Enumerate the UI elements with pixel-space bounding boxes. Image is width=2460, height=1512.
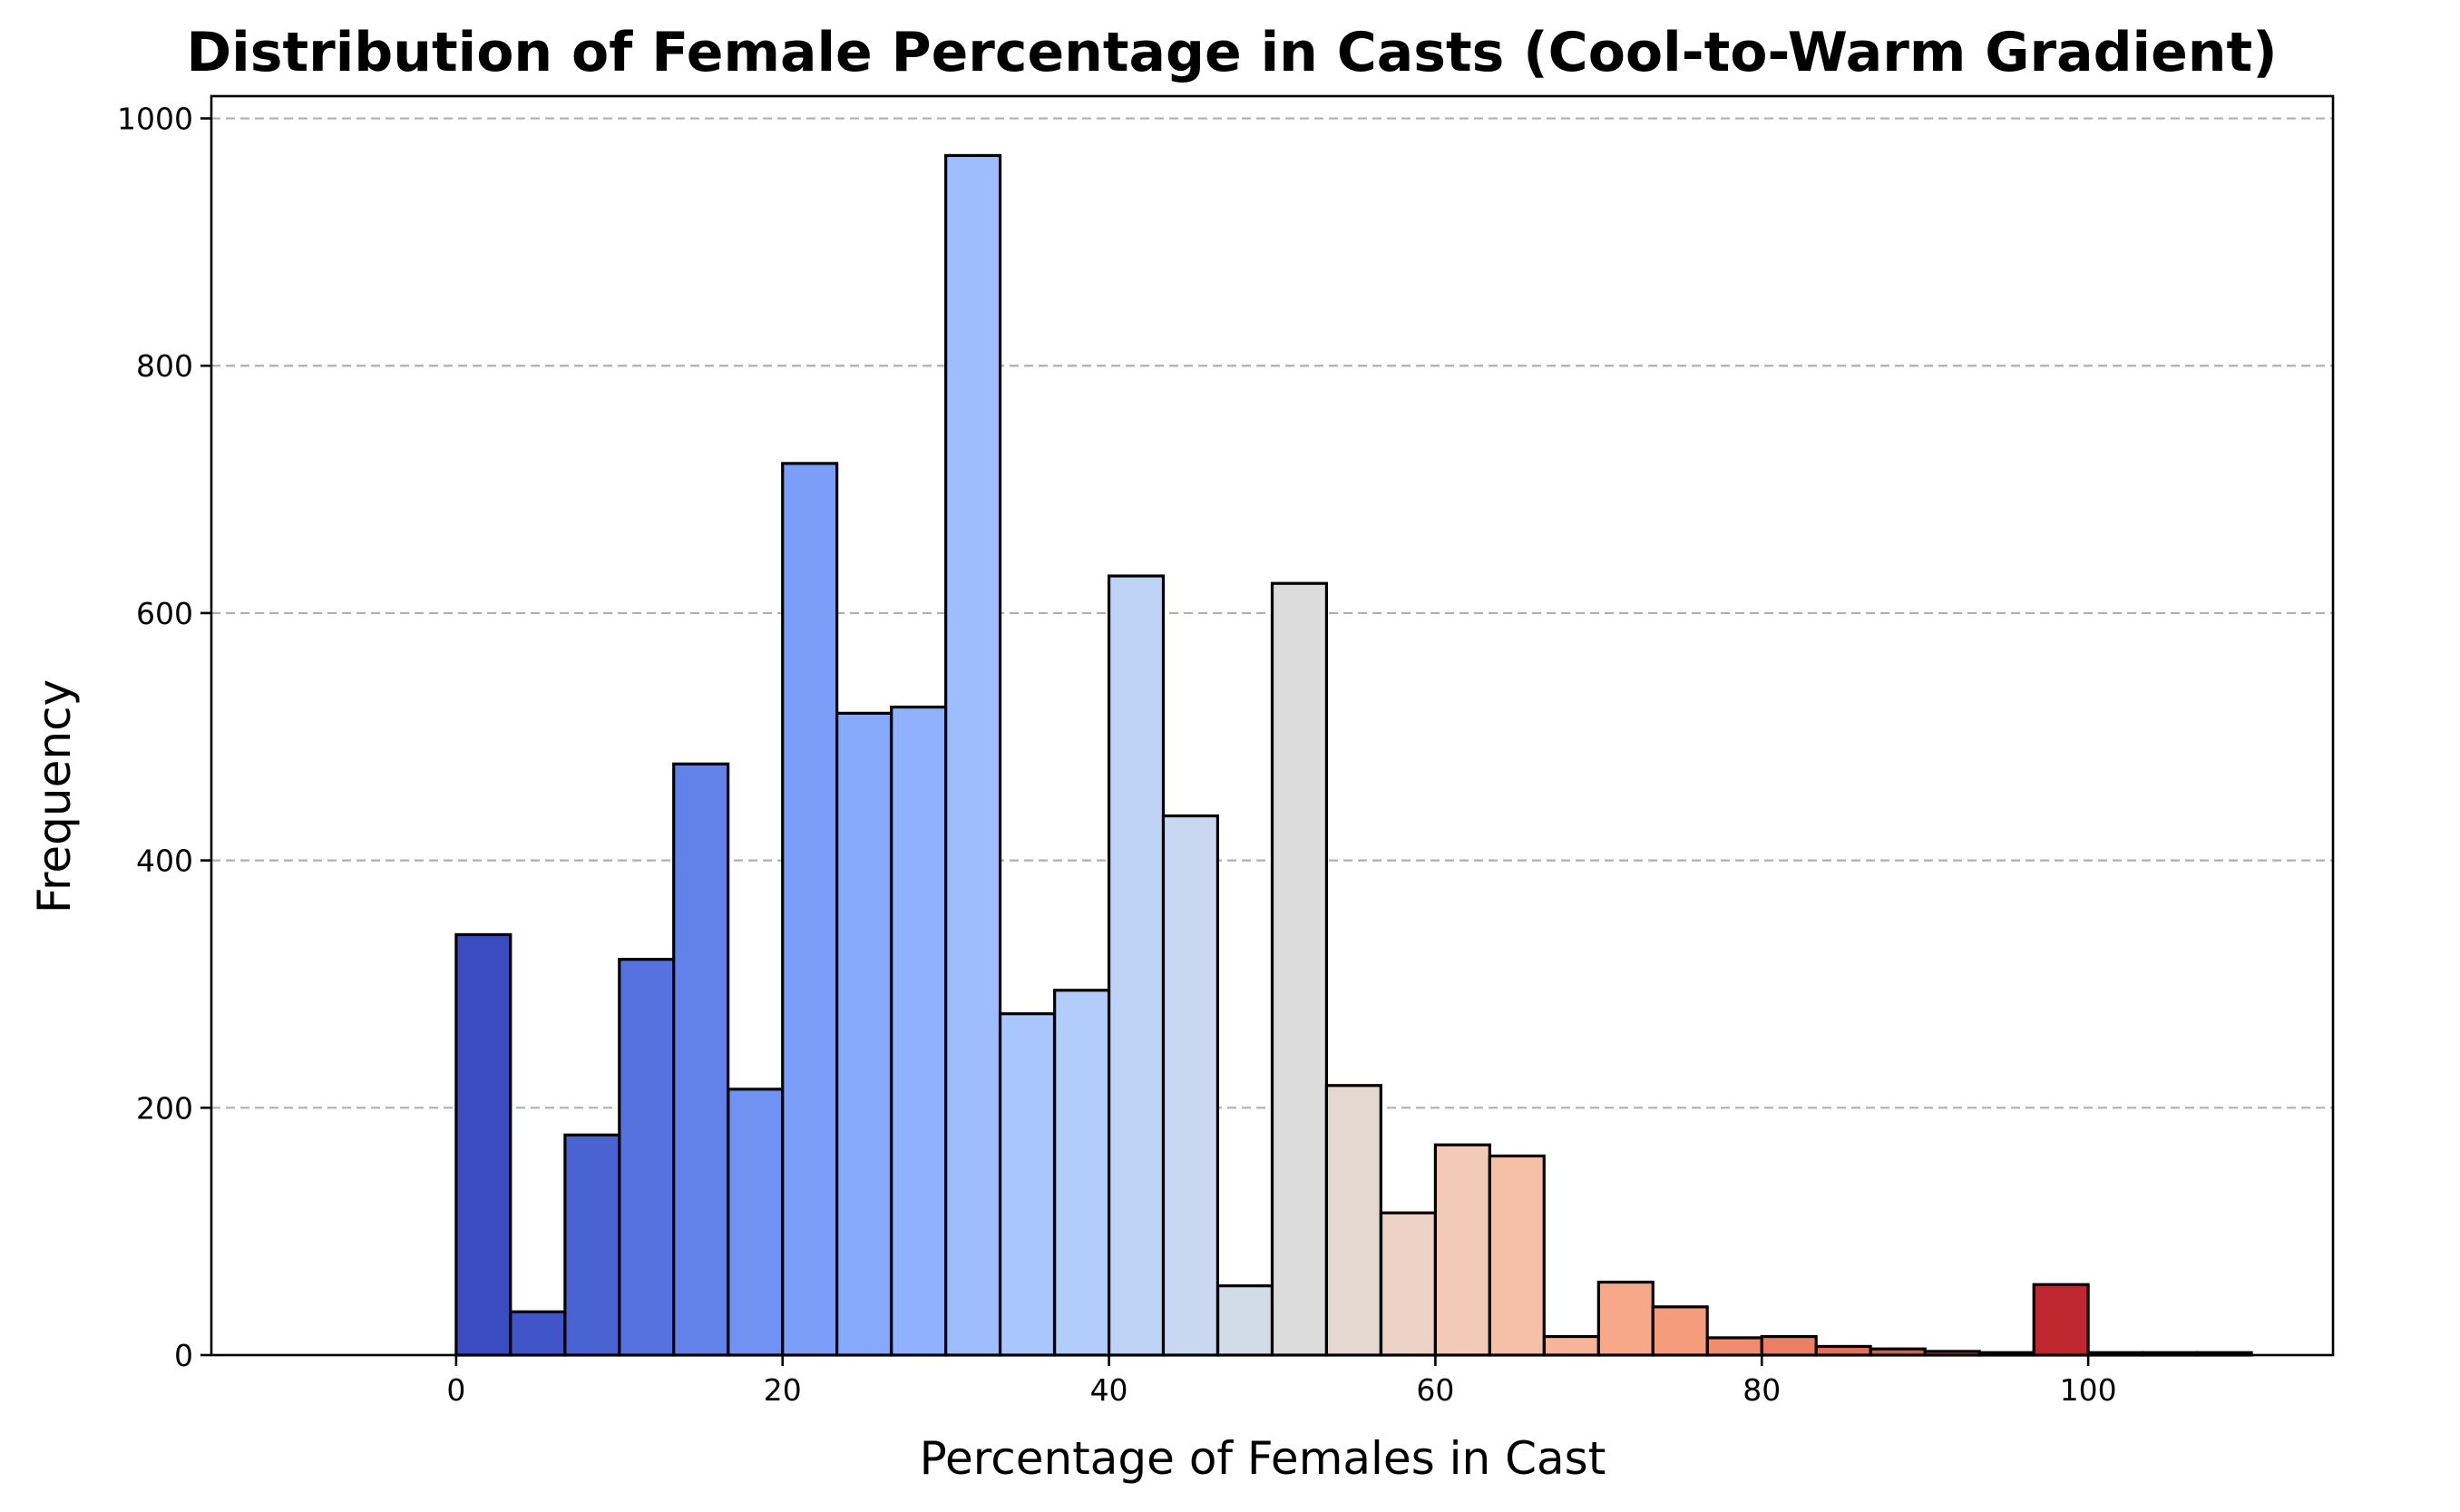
histogram-bar <box>1379 1211 1438 1357</box>
chart-title: Distribution of Female Percentage in Cas… <box>186 21 2277 84</box>
axes-frame <box>210 94 2335 1357</box>
y-axis-label: Frequency <box>28 679 81 913</box>
histogram-bar <box>781 462 839 1357</box>
y-tick-label: 800 <box>136 348 193 384</box>
histogram-bar <box>1705 1336 1763 1357</box>
x-tick-label: 100 <box>2060 1372 2117 1408</box>
histogram-bar <box>509 1310 567 1357</box>
histogram-bar <box>1433 1143 1491 1357</box>
histogram-bar <box>890 705 948 1357</box>
x-tick-label: 60 <box>1416 1372 1454 1408</box>
x-tick-label: 80 <box>1742 1372 1781 1408</box>
histogram-bar <box>1324 1084 1382 1357</box>
histogram-bar <box>1053 989 1111 1357</box>
histogram-bar <box>1651 1305 1709 1357</box>
histogram-bar <box>1760 1334 1818 1357</box>
y-tick-label: 1000 <box>117 102 193 137</box>
histogram-bar <box>1488 1154 1546 1357</box>
histogram-bar <box>727 1088 785 1357</box>
y-tick-label: 400 <box>136 844 193 879</box>
histogram-bar <box>454 932 512 1357</box>
x-axis-label: Percentage of Females in Cast <box>920 1432 1606 1485</box>
histogram-bar <box>944 153 1002 1357</box>
histogram-bar <box>1596 1280 1655 1357</box>
x-tick-label: 0 <box>446 1372 465 1408</box>
histogram-bar <box>1215 1284 1274 1357</box>
histogram-bars <box>454 153 2253 1357</box>
y-tick-label: 600 <box>136 596 193 631</box>
histogram-bar <box>1161 814 1220 1357</box>
histogram-bar <box>1542 1334 1600 1357</box>
histogram-bar <box>618 958 676 1357</box>
histogram-bar <box>2032 1283 2090 1357</box>
histogram-bar <box>998 1012 1057 1357</box>
x-tick-label: 20 <box>764 1372 802 1408</box>
histogram-bar <box>1107 574 1166 1357</box>
y-tick-label: 0 <box>174 1338 193 1373</box>
histogram-bar <box>563 1133 621 1357</box>
y-tick-label: 200 <box>136 1090 193 1126</box>
histogram-bar <box>1814 1344 1872 1357</box>
histogram-bar <box>835 711 893 1357</box>
x-tick-label: 40 <box>1090 1372 1128 1408</box>
histogram-bar <box>672 762 730 1357</box>
histogram-bar <box>1270 581 1329 1357</box>
